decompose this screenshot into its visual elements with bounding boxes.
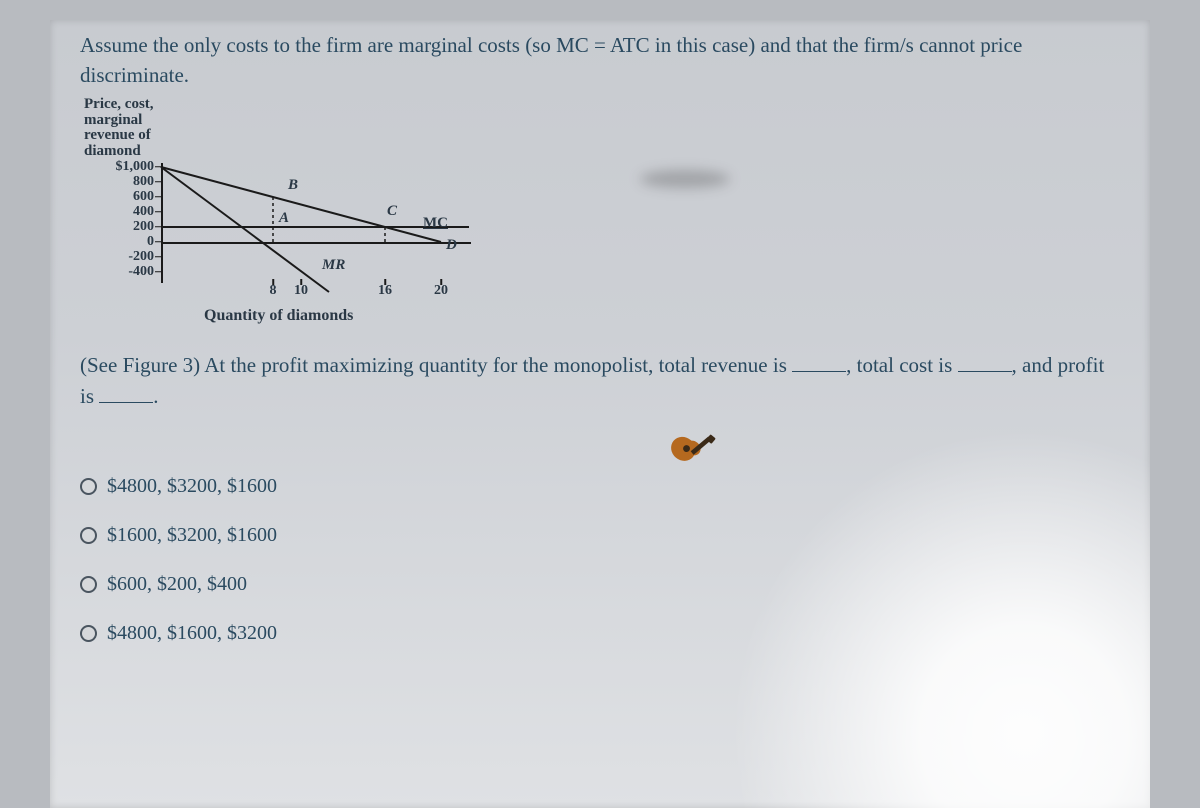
radio-icon [80, 625, 97, 642]
option-3-label: $600, $200, $400 [107, 573, 247, 596]
ytick-1000: $1,000 [116, 159, 155, 175]
point-C: C [387, 203, 397, 220]
ytick-0: 0 [147, 234, 154, 250]
label-D: D [446, 237, 457, 254]
blank-3 [99, 384, 153, 403]
intro-text: Assume the only costs to the firm are ma… [80, 30, 1120, 91]
xtick-16: 16 [378, 283, 392, 299]
q-part1: (See Figure 3) At the profit maximizing … [80, 353, 792, 377]
ytick-mark--400 [155, 271, 161, 273]
option-2-label: $1600, $3200, $1600 [107, 524, 277, 547]
mr-line [161, 167, 329, 292]
xtick-20: 20 [434, 283, 448, 299]
label-MR: MR [322, 257, 345, 274]
ytick-mark-400 [155, 211, 161, 213]
xtick-mark-16 [384, 279, 386, 285]
blank-1 [792, 353, 846, 372]
option-4-label: $4800, $1600, $3200 [107, 622, 277, 645]
xtick-mark-8 [272, 279, 274, 285]
ytick-400: 400 [133, 204, 154, 220]
ytick--200: -200 [128, 249, 154, 265]
point-A: A [279, 210, 289, 227]
ytick-mark-600 [155, 196, 161, 198]
xtick-8: 8 [270, 283, 277, 299]
q-part4: . [153, 384, 158, 408]
guitar-icon [661, 416, 726, 481]
question-text: (See Figure 3) At the profit maximizing … [80, 350, 1120, 413]
xtick-mark-10 [300, 279, 302, 285]
x-axis-title: Quantity of diamonds [204, 307, 353, 325]
page: Assume the only costs to the firm are ma… [50, 20, 1150, 808]
option-4[interactable]: $4800, $1600, $3200 [80, 622, 1120, 645]
q-part2: , total cost is [846, 353, 957, 377]
ytick-800: 800 [133, 174, 154, 190]
demand-line [161, 167, 441, 242]
option-1-label: $4800, $3200, $1600 [107, 475, 277, 498]
label-MC: MC [423, 215, 448, 232]
xtick-10: 10 [294, 283, 308, 299]
ytick-600: 600 [133, 189, 154, 205]
point-B: B [288, 177, 298, 194]
ytick-200: 200 [133, 219, 154, 235]
photo-smudge [640, 170, 730, 188]
economics-chart: Price, cost, marginal revenue of diamond… [84, 97, 514, 322]
blank-2 [958, 353, 1012, 372]
option-3[interactable]: $600, $200, $400 [80, 573, 1120, 596]
radio-icon [80, 527, 97, 544]
answer-options: $4800, $3200, $1600 $1600, $3200, $1600 … [80, 475, 1120, 645]
option-1[interactable]: $4800, $3200, $1600 [80, 475, 1120, 498]
ytick-mark--200 [155, 256, 161, 258]
ytick-mark-0 [155, 241, 161, 243]
xtick-mark-20 [440, 279, 442, 285]
ytick-mark-800 [155, 181, 161, 183]
ytick--400: -400 [128, 264, 154, 280]
ytick-mark-1000 [155, 166, 161, 168]
radio-icon [80, 478, 97, 495]
ytick-mark-200 [155, 226, 161, 228]
radio-icon [80, 576, 97, 593]
option-2[interactable]: $1600, $3200, $1600 [80, 524, 1120, 547]
